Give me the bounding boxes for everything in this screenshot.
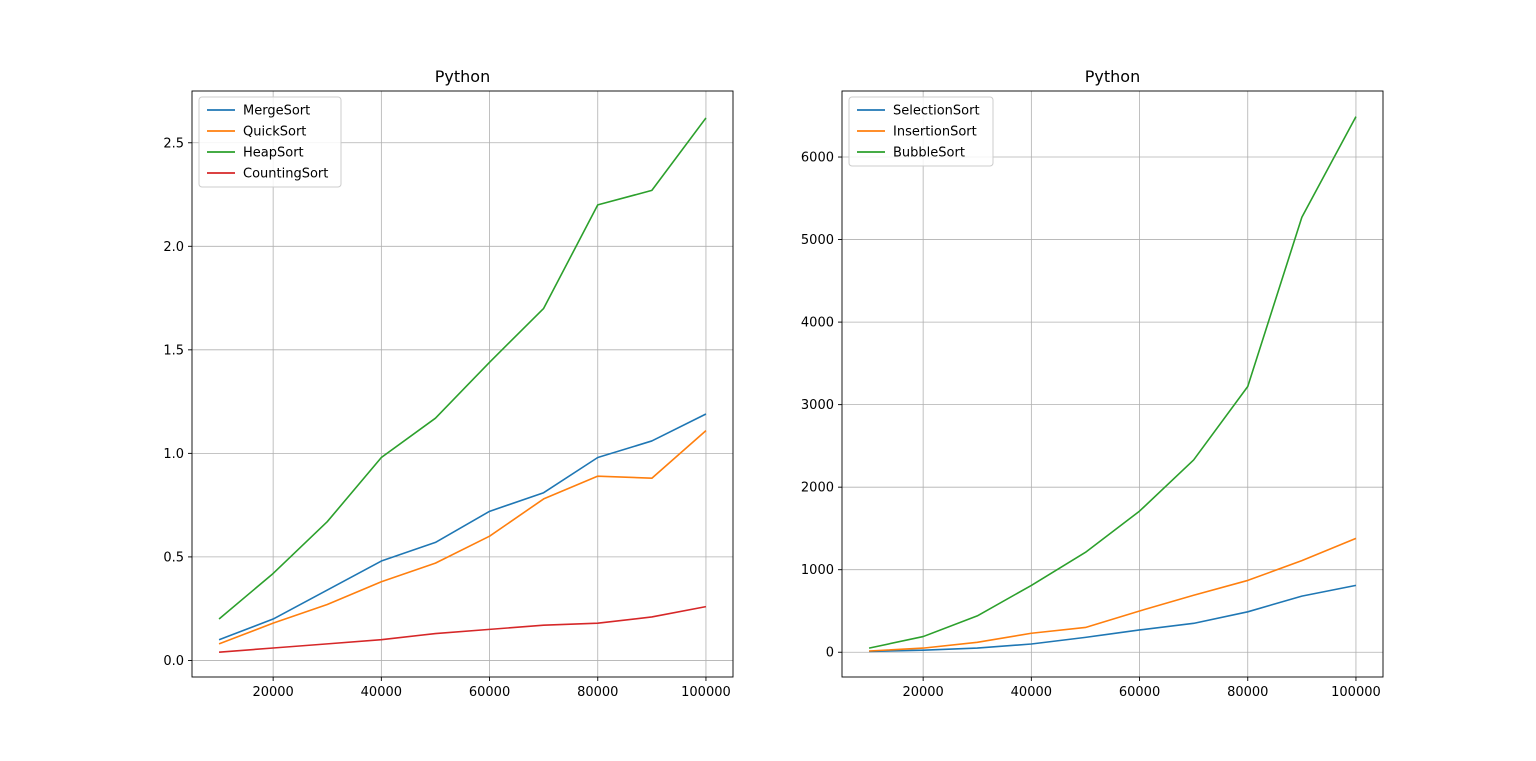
x-tick-label: 80000: [577, 685, 618, 700]
x-tick-label: 60000: [1119, 685, 1160, 700]
y-tick-label: 0.0: [163, 654, 184, 669]
legend-label: MergeSort: [243, 104, 310, 119]
legend-label: SelectionSort: [893, 104, 980, 119]
x-tick-label: 20000: [252, 685, 293, 700]
y-tick-label: 1000: [801, 563, 834, 578]
legend: SelectionSort InsertionSort BubbleSort: [848, 96, 994, 167]
series-line-selectionsort: [869, 584, 1357, 653]
y-tick-label: 1.0: [163, 447, 184, 462]
series-line-bubblesort: [868, 116, 1357, 649]
x-tick-label: 100000: [1331, 685, 1381, 700]
y-tick-label: 0.5: [163, 550, 184, 565]
x-tick-label: 80000: [1227, 685, 1268, 700]
chart-right: 20000 40000 60000 80000 100000 0 1000 2000 3000 4…: [801, 67, 1384, 700]
series-line-insertionsort: [869, 537, 1357, 652]
y-tick-label: 2.0: [163, 240, 184, 255]
legend-label: BubbleSort: [893, 146, 965, 161]
x-tick-label: 20000: [902, 685, 943, 700]
y-tick-label: 2000: [801, 481, 834, 496]
series-line-countingsort: [218, 605, 707, 653]
y-tick-label: 5000: [801, 233, 834, 248]
chart-title: Python: [435, 67, 490, 86]
legend-label: InsertionSort: [893, 125, 977, 140]
x-tick-label: 40000: [361, 685, 402, 700]
series-line-mergesort: [218, 413, 707, 641]
y-tick-label: 0: [826, 646, 834, 661]
legend-label: QuickSort: [243, 125, 306, 140]
axes-frame: [841, 90, 1384, 678]
y-tick-label: 6000: [801, 151, 834, 166]
y-tick-label: 1.5: [163, 343, 184, 358]
x-tick-label: 100000: [681, 685, 731, 700]
chart-title: Python: [1085, 67, 1140, 86]
series-line-heapsort: [218, 117, 707, 620]
axes-frame: [191, 90, 734, 678]
x-tick-label: 40000: [1011, 685, 1052, 700]
x-tick-label: 60000: [469, 685, 510, 700]
legend: MergeSort QuickSort HeapSort CountingSort: [198, 96, 342, 188]
legend-box: [198, 96, 342, 188]
y-tick-label: 2.5: [163, 136, 184, 151]
y-tick-label: 4000: [801, 316, 834, 331]
legend-box: [848, 96, 994, 167]
legend-label: CountingSort: [243, 167, 328, 182]
series-line-quicksort: [218, 429, 707, 645]
y-tick-label: 3000: [801, 398, 834, 413]
legend-label: HeapSort: [243, 146, 304, 161]
chart-left: 20000 40000 60000 80000 100000 0.0 0.5 1.0 1.5 2.…: [163, 67, 734, 700]
